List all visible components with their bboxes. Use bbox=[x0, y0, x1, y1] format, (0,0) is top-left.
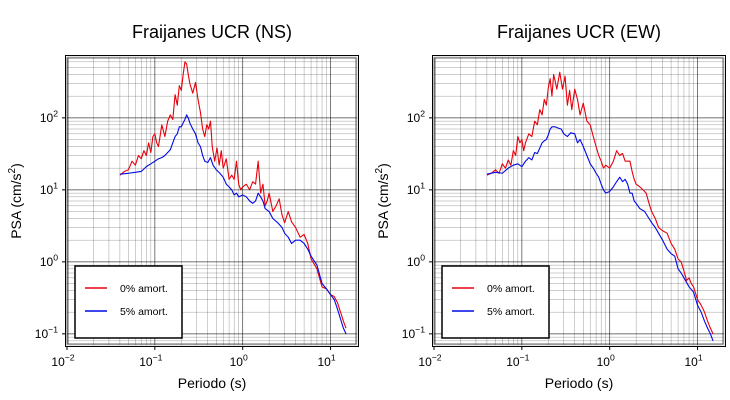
chart-title: Fraijanes UCR (NS) bbox=[132, 22, 292, 42]
legend-label: 0% amort. bbox=[120, 283, 168, 295]
y-tick-label: 102 bbox=[40, 108, 58, 124]
chart-title: Fraijanes UCR (EW) bbox=[497, 22, 661, 42]
plot-frame-inner bbox=[434, 57, 724, 345]
y-tick-label: 100 bbox=[407, 252, 425, 268]
legend: 0% amort. 5% amort. bbox=[441, 265, 550, 339]
y-tick-label: 102 bbox=[407, 108, 425, 124]
x-tick-label: 101 bbox=[684, 353, 702, 369]
x-tick-label: 100 bbox=[230, 353, 248, 369]
chart-panel-1: 10−2 10−1 100 101 10−1 100 101 102 Fraijanes UCR… bbox=[7, 22, 359, 391]
legend: 0% amort. 5% amort. bbox=[74, 265, 183, 339]
x-tick-label: 100 bbox=[597, 353, 615, 369]
x-tick-label: 10−2 bbox=[418, 353, 441, 369]
x-axis-label: Periodo (s) bbox=[545, 375, 613, 391]
ticks bbox=[62, 117, 332, 350]
series-line-damped bbox=[119, 114, 347, 335]
x-tick-label: 10−1 bbox=[139, 353, 162, 369]
y-tick-label: 10−1 bbox=[402, 324, 425, 340]
x-tick-label: 101 bbox=[317, 353, 335, 369]
plot-frame-outer bbox=[432, 55, 726, 347]
x-axis-label: Periodo (s) bbox=[178, 375, 246, 391]
y-tick-label: 100 bbox=[40, 252, 58, 268]
x-tick-label: 10−2 bbox=[51, 353, 74, 369]
series-line-undamped bbox=[486, 71, 714, 335]
chart-panel-2: 10−2 10−1 100 101 10−1 100 101 102 Fraijanes UCR… bbox=[374, 22, 726, 391]
y-axis-label: PSA (cm/s2) bbox=[374, 163, 391, 239]
series-line-undamped bbox=[119, 61, 347, 329]
legend-box bbox=[74, 265, 183, 339]
y-tick-label: 10−1 bbox=[35, 324, 58, 340]
plot-frame-inner bbox=[67, 57, 357, 345]
legend-label: 5% amort. bbox=[487, 306, 535, 318]
y-axis-label: PSA (cm/s2) bbox=[7, 163, 24, 239]
grid bbox=[66, 56, 358, 346]
legend-box bbox=[441, 265, 550, 339]
legend-label: 5% amort. bbox=[120, 306, 168, 318]
ticks bbox=[429, 117, 699, 350]
y-tick-label: 101 bbox=[40, 180, 58, 196]
x-tick-label: 10−1 bbox=[506, 353, 529, 369]
plot-frame-outer bbox=[65, 55, 359, 347]
series-line-damped bbox=[486, 126, 714, 342]
y-tick-label: 101 bbox=[407, 180, 425, 196]
legend-label: 0% amort. bbox=[487, 283, 535, 295]
